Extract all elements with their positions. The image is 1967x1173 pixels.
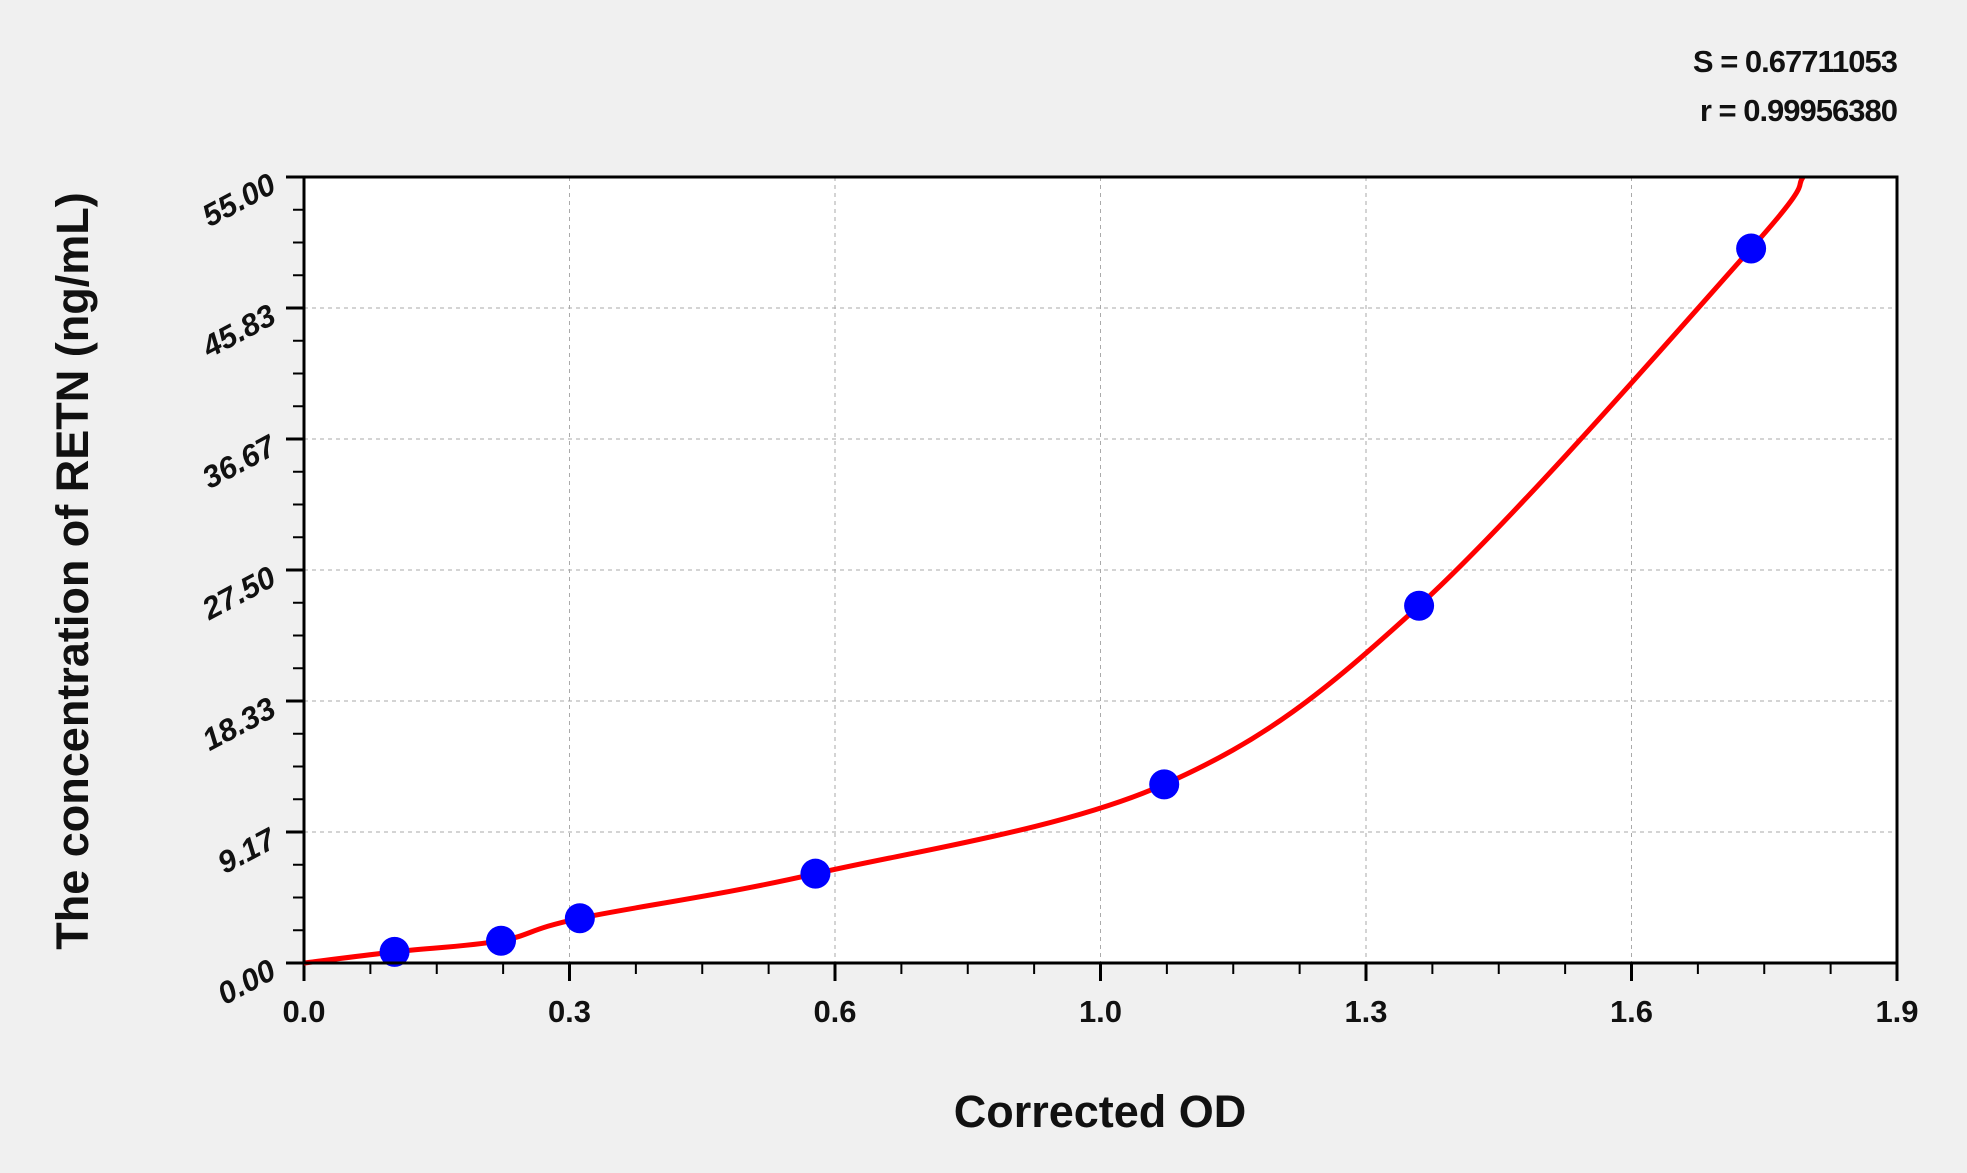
x-tick-label: 1.3 [1344,994,1387,1029]
y-tick-label: 9.17 [212,820,283,880]
x-axis-label: Corrected OD [954,1086,1247,1137]
r-statistic: r = 0.99956380 [1699,93,1898,128]
y-axis-label: The concentration of RETN (ng/mL) [47,192,98,949]
data-point [486,925,517,956]
x-tick-label: 0.3 [548,994,591,1029]
data-point [379,936,410,967]
data-point [800,858,831,889]
y-tick-label: 36.67 [196,427,282,495]
data-point [564,903,595,934]
data-point [1404,590,1435,621]
x-tick-label: 0.0 [282,994,325,1029]
y-tick-label: 45.83 [195,297,281,365]
data-point [1149,769,1180,800]
y-tick-label: 55.00 [196,166,281,233]
x-tick-label: 1.6 [1610,994,1653,1029]
plot-frame [302,175,1899,965]
y-tick-label: 0.00 [212,952,282,1011]
s-statistic: S = 0.67711053 [1692,44,1898,79]
x-tick-label: 1.0 [1079,994,1122,1029]
y-tick-label: 18.33 [196,690,281,757]
data-point [1736,233,1767,264]
y-tick-label: 27.50 [195,559,281,627]
x-tick-label: 0.6 [813,994,856,1029]
x-tick-label: 1.9 [1875,994,1918,1029]
